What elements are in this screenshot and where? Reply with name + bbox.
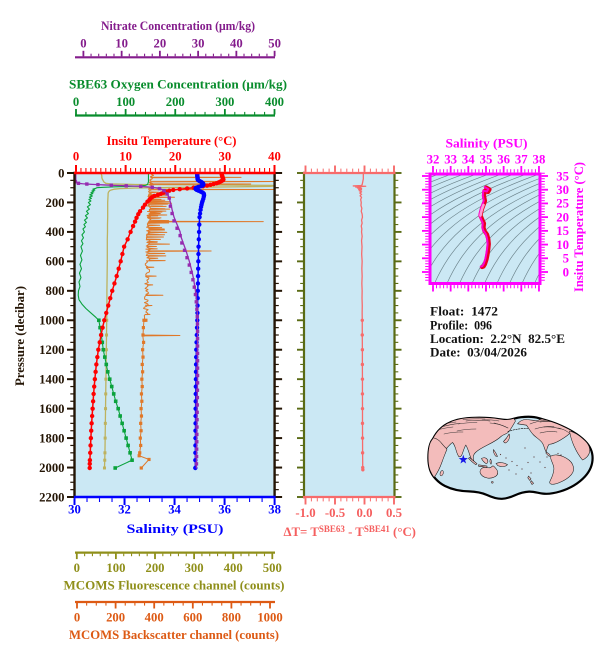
svg-text:0: 0 [74, 611, 80, 625]
svg-text:20: 20 [154, 37, 167, 51]
svg-text:-1.0: -1.0 [295, 506, 315, 520]
svg-text:2200: 2200 [39, 490, 64, 504]
svg-text:35: 35 [556, 169, 569, 183]
svg-text:MCOMS Backscatter channel (cou: MCOMS Backscatter channel (counts) [69, 628, 279, 642]
svg-text:Location: 2.2°N 82.5°E: Location: 2.2°N 82.5°E [430, 332, 565, 346]
svg-text:Float: 1472: Float: 1472 [430, 305, 498, 319]
svg-text:200: 200 [166, 95, 185, 109]
svg-text:35: 35 [480, 153, 493, 167]
svg-text:800: 800 [45, 284, 64, 298]
svg-text:600: 600 [183, 611, 202, 625]
svg-text:36: 36 [218, 503, 231, 517]
svg-text:1200: 1200 [39, 343, 64, 357]
svg-text:0: 0 [74, 561, 80, 575]
svg-text:0.0: 0.0 [357, 506, 373, 520]
svg-text:1000: 1000 [257, 611, 282, 625]
svg-text:2000: 2000 [39, 461, 64, 475]
svg-text:800: 800 [222, 611, 241, 625]
svg-text:0: 0 [563, 265, 569, 279]
svg-text:-0.5: -0.5 [325, 506, 345, 520]
svg-text:0: 0 [58, 166, 64, 180]
svg-text:100: 100 [106, 561, 125, 575]
svg-text:30: 30 [556, 183, 569, 197]
svg-text:Nitrate Concentration (μm/kg): Nitrate Concentration (μm/kg) [101, 19, 255, 33]
svg-text:Salinity (PSU): Salinity (PSU) [127, 522, 224, 536]
svg-text:10: 10 [115, 37, 128, 51]
svg-text:200: 200 [45, 196, 64, 210]
svg-text:Insitu Temperature (°C): Insitu Temperature (°C) [107, 134, 237, 148]
svg-text:30: 30 [192, 37, 205, 51]
svg-text:50: 50 [268, 37, 281, 51]
svg-text:SBE63 Oxygen Concentration (μm: SBE63 Oxygen Concentration (μm/kg) [69, 78, 287, 92]
svg-text:1400: 1400 [39, 372, 64, 386]
svg-text:Insitu Temperature (°C): Insitu Temperature (°C) [572, 162, 586, 292]
svg-text:32: 32 [118, 503, 131, 517]
svg-text:200: 200 [106, 611, 125, 625]
svg-text:0: 0 [73, 95, 79, 109]
svg-text:38: 38 [533, 153, 546, 167]
svg-text:40: 40 [230, 37, 243, 51]
svg-text:600: 600 [45, 255, 64, 269]
svg-text:10: 10 [556, 238, 569, 252]
svg-text:ΔT= TSBE63 - TSBE41 (°C): ΔT= TSBE63 - TSBE41 (°C) [284, 524, 416, 539]
svg-text:Profile: 096: Profile: 096 [430, 318, 492, 332]
svg-text:32: 32 [427, 153, 440, 167]
svg-text:300: 300 [215, 95, 234, 109]
svg-text:200: 200 [145, 561, 164, 575]
svg-text:400: 400 [145, 611, 164, 625]
svg-text:5: 5 [563, 252, 569, 266]
svg-text:40: 40 [268, 150, 281, 164]
svg-text:30: 30 [68, 503, 81, 517]
svg-text:38: 38 [268, 503, 281, 517]
svg-text:400: 400 [45, 225, 64, 239]
svg-text:400: 400 [265, 95, 284, 109]
svg-text:20: 20 [556, 210, 569, 224]
svg-text:0.5: 0.5 [386, 506, 402, 520]
svg-text:30: 30 [219, 150, 232, 164]
svg-text:15: 15 [556, 224, 569, 238]
svg-text:34: 34 [168, 503, 181, 517]
svg-text:0: 0 [80, 37, 86, 51]
svg-text:Pressure (decibar): Pressure (decibar) [13, 286, 27, 386]
svg-text:400: 400 [224, 561, 243, 575]
svg-text:36: 36 [497, 153, 510, 167]
svg-text:0: 0 [73, 150, 79, 164]
svg-text:1000: 1000 [39, 314, 64, 328]
svg-text:Salinity (PSU): Salinity (PSU) [446, 137, 528, 151]
svg-text:34: 34 [462, 153, 475, 167]
svg-text:10: 10 [119, 150, 132, 164]
svg-text:300: 300 [185, 561, 204, 575]
svg-text:20: 20 [169, 150, 182, 164]
svg-text:33: 33 [444, 153, 457, 167]
svg-text:25: 25 [556, 197, 569, 211]
svg-text:100: 100 [116, 95, 135, 109]
svg-text:1600: 1600 [39, 402, 64, 416]
svg-text:500: 500 [263, 561, 282, 575]
svg-text:37: 37 [515, 153, 528, 167]
svg-text:MCOMS Fluorescence channel (co: MCOMS Fluorescence channel (counts) [64, 579, 285, 593]
svg-text:Date: 03/04/2026: Date: 03/04/2026 [430, 346, 527, 360]
svg-text:1800: 1800 [39, 431, 64, 445]
